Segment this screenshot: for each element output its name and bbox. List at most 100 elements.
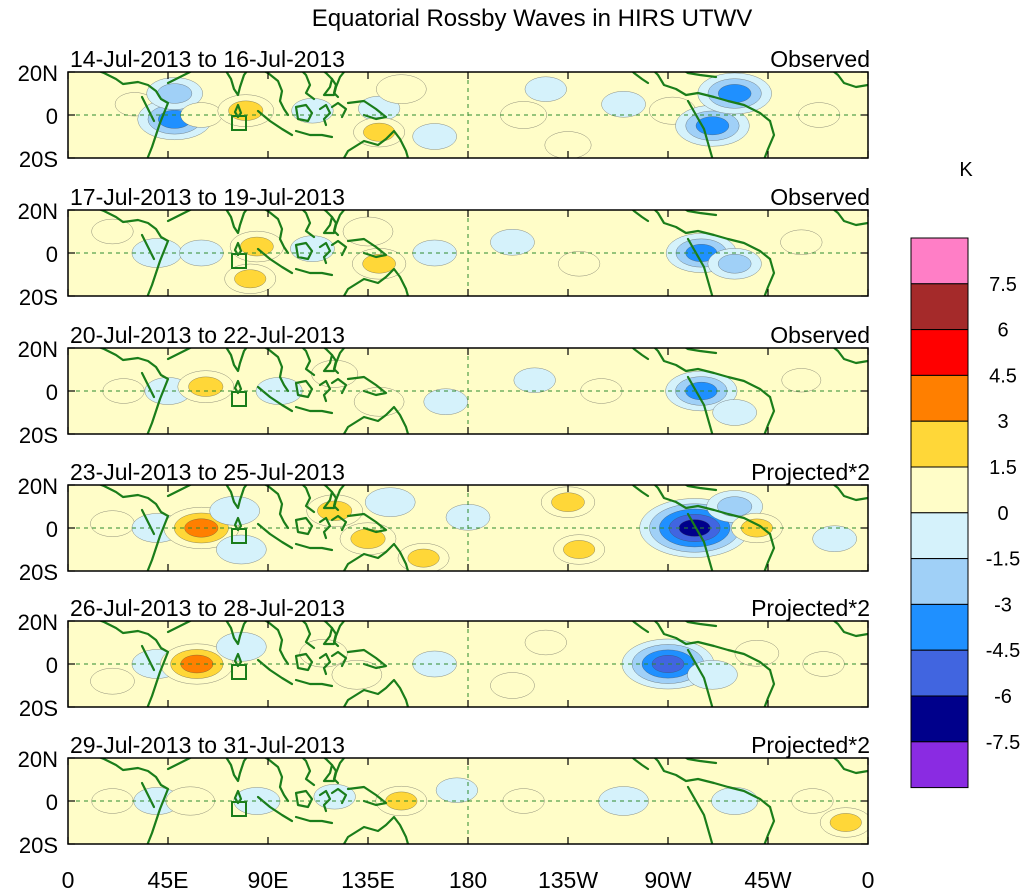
anomaly-blob-8 <box>376 74 427 104</box>
y-tick-label: 20N <box>18 474 58 499</box>
panel-date-range: 26-Jul-2013 to 28-Jul-2013 <box>70 595 345 621</box>
x-tick-label: 135W <box>538 867 598 890</box>
colorbar-swatch <box>910 374 969 422</box>
anomaly-blob-9 <box>397 543 450 571</box>
panel-label: Projected*2 <box>751 459 870 485</box>
anomaly-blob-4 <box>216 632 267 662</box>
colorbar-swatch <box>910 695 969 743</box>
x-tick-label: 90W <box>644 867 692 890</box>
anomaly-blob-14 <box>780 229 823 255</box>
x-tick-label: 135E <box>341 867 395 890</box>
anomaly-blob-5 <box>224 263 276 294</box>
x-tick-label: 0 <box>862 867 875 890</box>
y-tick-label: 0 <box>46 380 58 405</box>
anomaly-blob-16 <box>812 525 857 552</box>
colorbar-swatch <box>910 741 969 789</box>
y-tick-label: 0 <box>46 790 58 815</box>
region-box <box>231 664 247 680</box>
anomaly-blob-6 <box>375 786 428 816</box>
panel-label: Observed <box>770 184 870 210</box>
y-tick-label: 20S <box>19 147 58 172</box>
y-tick-label: 20S <box>19 833 58 858</box>
region-box <box>231 253 247 269</box>
anomaly-blob-3 <box>179 239 224 267</box>
panel-1: 20N 0 20S 14-Jul-2013 to 16-Jul-2013 Observe… <box>18 46 870 172</box>
colorbar-tick-label: 1.5 <box>989 457 1017 479</box>
colorbar-swatch <box>910 512 969 560</box>
anomaly-blob-3 <box>146 77 203 110</box>
anomaly-blob-8 <box>365 487 416 517</box>
anomaly-blob-12 <box>820 807 868 838</box>
colorbar-tick-label: 4.5 <box>989 365 1017 387</box>
x-axis-labels: 0 45E 90E 135E 180 135W 90W 45W 0 <box>62 867 875 890</box>
panel-label: Projected*2 <box>751 732 870 758</box>
anomaly-blob-13 <box>707 248 762 280</box>
x-tick-label: 0 <box>62 867 75 890</box>
region-box <box>231 391 247 407</box>
anomaly-blob-11 <box>558 251 601 277</box>
figure-title: Equatorial Rossby Waves in HIRS UTWV <box>312 5 753 32</box>
region-box <box>231 528 247 544</box>
anomaly-blob-12 <box>781 368 822 393</box>
anomaly-blob-7 <box>423 388 468 415</box>
anomaly-blob-17 <box>697 72 772 115</box>
y-tick-label: 20N <box>18 747 58 772</box>
panel-4: 20N 0 20S 23-Jul-2013 to 25-Jul-2013 Project… <box>18 459 870 585</box>
panel-date-range: 14-Jul-2013 to 16-Jul-2013 <box>70 46 345 72</box>
y-tick-label: 0 <box>46 104 58 129</box>
panel-6: 20N 0 20S 29-Jul-2013 to 31-Jul-2013 Project… <box>18 732 870 858</box>
y-tick-label: 20S <box>19 285 58 310</box>
anomaly-blob-1 <box>90 510 135 537</box>
colorbar-tick-label: 7.5 <box>989 274 1017 296</box>
y-tick-label: 20S <box>19 560 58 585</box>
colorbar: 7.5 6 4.5 3 1.5 0 -1.5 -3 -4.5 -6 -7.5 K <box>910 159 1020 789</box>
panel-date-range: 20-Jul-2013 to 22-Jul-2013 <box>70 322 345 348</box>
anomaly-blob-9 <box>524 629 567 656</box>
anomaly-blob-11 <box>541 486 595 518</box>
y-tick-label: 20S <box>19 423 58 448</box>
y-tick-label: 20N <box>18 337 58 362</box>
anomaly-blob-11 <box>500 101 547 129</box>
panel-date-range: 17-Jul-2013 to 19-Jul-2013 <box>70 184 345 210</box>
anomaly-blob-11 <box>687 660 738 690</box>
colorbar-tick-label: 6 <box>997 320 1008 342</box>
colorbar-tick-label: 0 <box>997 503 1008 525</box>
panel-3: 20N 0 20S 20-Jul-2013 to 22-Jul-2013 Observe… <box>18 322 870 448</box>
region-box <box>231 801 247 817</box>
anomaly-blob-5 <box>313 784 356 810</box>
panel-label: Observed <box>770 322 870 348</box>
colorbar-tick-label: -1.5 <box>986 549 1020 571</box>
anomaly-blob-11 <box>712 399 757 426</box>
y-tick-label: 20S <box>19 696 58 721</box>
anomaly-blob-7 <box>412 650 457 678</box>
panel-date-range: 23-Jul-2013 to 25-Jul-2013 <box>70 459 345 485</box>
colorbar-tick-label: -3 <box>994 594 1012 616</box>
colorbar-tick-label: -6 <box>994 686 1012 708</box>
x-tick-label: 45W <box>744 867 792 890</box>
x-tick-label: 90E <box>248 867 289 890</box>
anomaly-blob-8 <box>513 367 556 393</box>
anomaly-blob-9 <box>353 117 405 148</box>
anomaly-blob-1 <box>90 668 135 695</box>
anomaly-blob-3 <box>177 370 234 403</box>
colorbar-swatch <box>910 283 969 331</box>
colorbar-tick-label: 3 <box>997 411 1008 433</box>
colorbar-unit: K <box>959 159 973 181</box>
colorbar-swatch <box>910 329 969 376</box>
y-tick-label: 0 <box>46 653 58 678</box>
colorbar-swatch <box>910 237 969 285</box>
anomaly-blob-10 <box>490 229 535 256</box>
x-tick-label: 45E <box>148 867 189 890</box>
y-tick-label: 0 <box>46 517 58 542</box>
anomaly-blob-4 <box>229 231 284 263</box>
panel-label: Observed <box>770 46 870 72</box>
y-tick-label: 20N <box>18 199 58 224</box>
colorbar-swatch <box>910 603 969 651</box>
y-tick-label: 20N <box>18 61 58 86</box>
colorbar-tick-label: -4.5 <box>986 640 1020 662</box>
colorbar-tick-label: -7.5 <box>986 732 1020 754</box>
anomaly-blob-12 <box>734 640 780 667</box>
colorbar-swatch <box>910 649 969 697</box>
region-box <box>231 115 247 131</box>
